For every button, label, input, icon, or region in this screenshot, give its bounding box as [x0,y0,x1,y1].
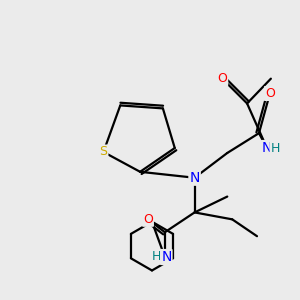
Text: N: N [189,171,200,185]
Text: N: N [161,250,172,264]
Text: O: O [218,72,227,85]
Text: O: O [143,213,153,226]
Text: S: S [99,146,107,158]
Text: N: N [262,141,272,155]
Text: H: H [271,142,280,154]
Text: O: O [265,87,275,100]
Text: H: H [151,250,160,263]
